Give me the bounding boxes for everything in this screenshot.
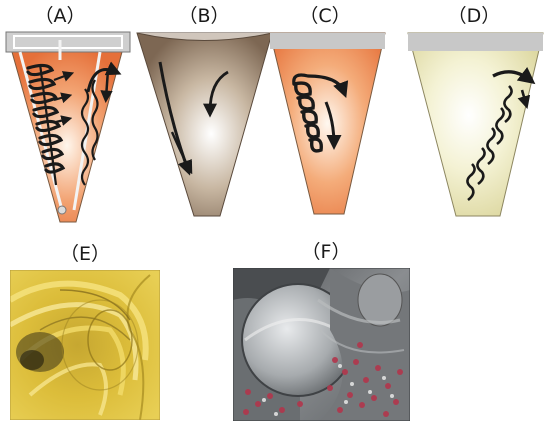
spiral-icon: [292, 81, 323, 153]
photo-e: [10, 270, 160, 420]
photo-f: [233, 268, 410, 421]
panel-a-cone: [5, 31, 131, 223]
screw-spiral-icon: [26, 63, 66, 174]
panel-b-cone: [136, 32, 273, 217]
panel-d-cone: [407, 32, 544, 217]
panel-label-c: （C）: [299, 5, 350, 27]
panel-label-e: （E）: [60, 243, 110, 265]
wavy-flow-icon: [503, 85, 513, 124]
panel-label-b: （B）: [178, 5, 229, 27]
panel-label-d: （D）: [448, 5, 501, 27]
panel-label-f: （F）: [302, 241, 351, 263]
circulation-arrow-icon: [86, 61, 122, 93]
panel-label-a: （A）: [35, 5, 86, 27]
panel-c-cone: [269, 32, 386, 215]
